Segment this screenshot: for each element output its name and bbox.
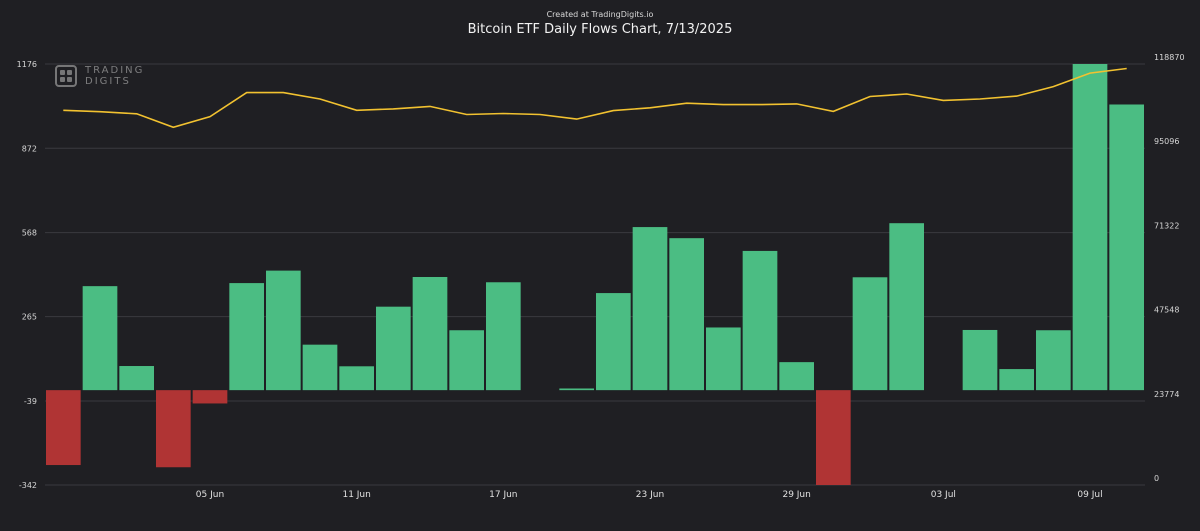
bar-2025-06-17 [449, 330, 484, 391]
flow-bars [46, 64, 1144, 485]
price-line [63, 67, 1127, 129]
trading-digits-logo: TRADING DIGITS [55, 65, 144, 87]
bar-2025-07-02 [852, 277, 888, 391]
bar-2025-07-03 [889, 223, 924, 391]
logo-icon [55, 65, 77, 87]
right-axis: 0 23774 47548 71322 95096 118870 [1154, 53, 1185, 483]
bar-2025-06-25 [669, 238, 704, 391]
right-tick-label-5: 118870 [1154, 53, 1185, 62]
bar-2025-06-13 [376, 306, 411, 391]
logo-text: TRADING DIGITS [85, 65, 144, 87]
bar-2025-07-09 [1036, 330, 1071, 391]
x-tick-label-6: 09 Jul [1077, 490, 1102, 500]
bar-2025-06-23 [596, 293, 631, 391]
left-tick-label-1: -39 [24, 397, 37, 406]
bar-2025-06-30 [779, 362, 814, 391]
x-tick-label-3: 23 Jun [636, 490, 664, 500]
bar-2025-06-02 [46, 390, 81, 466]
left-tick-label-0: -342 [19, 481, 37, 490]
bar-2025-06-09 [229, 283, 264, 391]
right-tick-label-4: 95096 [1154, 137, 1179, 146]
bar-2025-06-10 [266, 270, 301, 391]
bar-2025-06-27 [742, 250, 778, 391]
logo-line-1: TRADING [85, 65, 145, 76]
bar-2025-07-07 [962, 329, 998, 391]
x-tick-label-5: 03 Jul [931, 490, 956, 500]
x-tick-label-4: 29 Jun [782, 490, 810, 500]
bar-2025-06-20 [559, 388, 594, 391]
chart-title: Bitcoin ETF Daily Flows Chart, 7/13/2025 [467, 22, 733, 37]
x-tick-label-0: 05 Jun [196, 490, 224, 500]
x-tick-label-2: 17 Jun [489, 490, 517, 500]
bar-2025-06-03 [82, 286, 118, 391]
left-tick-label-2: 265 [22, 313, 37, 322]
left-tick-label-3: 568 [22, 229, 37, 238]
price-line-layer [63, 67, 1127, 129]
bar-2025-06-24 [632, 227, 668, 391]
left-tick-label-4: 872 [22, 144, 37, 153]
bar-2025-07-10 [1072, 64, 1108, 391]
bar-2025-06-04 [119, 366, 154, 391]
bar-2025-06-05 [156, 390, 191, 468]
right-tick-label-1: 23774 [1154, 390, 1179, 399]
bar-2025-06-18 [486, 282, 521, 391]
x-axis: 05 Jun 11 Jun 17 Jun 23 Jun 29 Jun 03 Jul 09 J… [196, 490, 1103, 500]
bar-2025-06-26 [706, 327, 741, 391]
bar-2025-07-01 [816, 390, 851, 485]
left-axis: -342 -39 265 568 872 1176 [17, 60, 37, 490]
right-tick-label-3: 71322 [1154, 221, 1179, 230]
right-tick-label-0: 0 [1154, 474, 1159, 483]
bar-2025-06-11 [302, 344, 338, 391]
bar-2025-06-16 [412, 276, 448, 391]
bar-2025-07-11 [1109, 104, 1144, 391]
bar-2025-06-12 [339, 366, 374, 391]
bar-2025-07-08 [999, 369, 1034, 391]
left-tick-label-5: 1176 [17, 60, 37, 69]
x-tick-label-1: 11 Jun [342, 490, 370, 500]
bar-2025-06-06 [192, 390, 228, 404]
chart-credit: Created at TradingDigits.io [546, 10, 654, 19]
grid-lines [45, 63, 1145, 486]
logo-line-2: DIGITS [85, 76, 131, 87]
right-tick-label-2: 47548 [1154, 306, 1179, 315]
